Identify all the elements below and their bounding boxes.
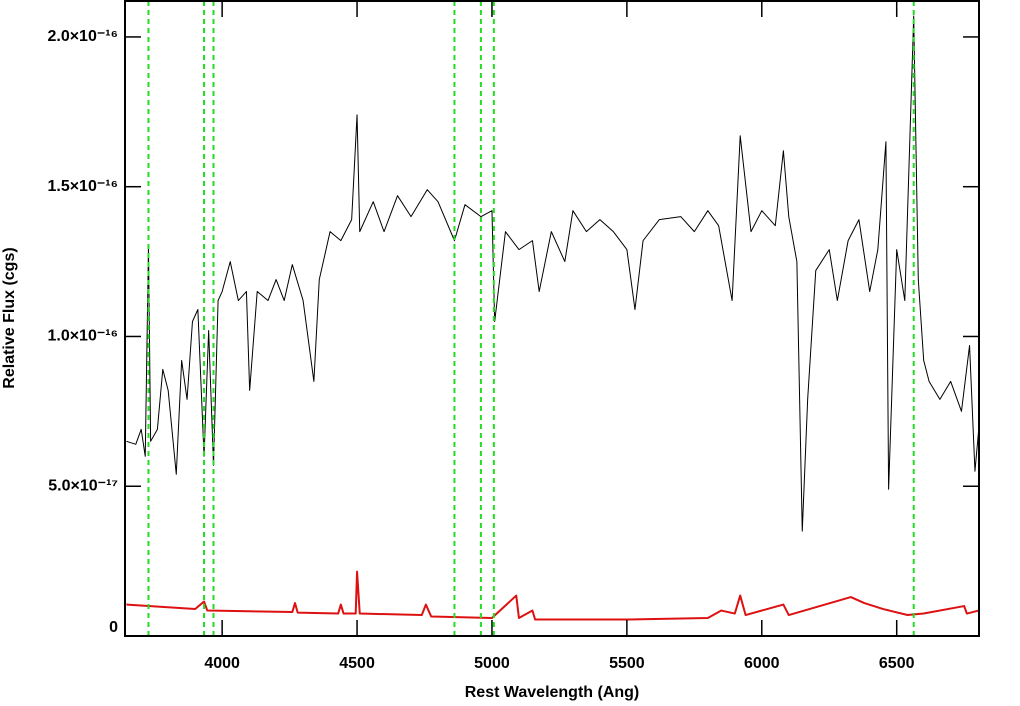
spectrum-line — [126, 15, 980, 532]
spectrum-line — [126, 570, 979, 621]
x-tick-label: 4000 — [204, 655, 240, 672]
x-tick-label: 6500 — [879, 655, 915, 672]
y-tick-label: 5.0×10⁻¹⁷ — [48, 477, 118, 494]
x-tick-label: 4500 — [339, 655, 375, 672]
y-tick-label: 0 — [109, 619, 118, 636]
x-tick-label: 5500 — [609, 655, 645, 672]
y-tick-label: 2.0×10⁻¹⁶ — [47, 28, 118, 45]
plot-frame — [124, 0, 980, 637]
y-axis-label: Relative Flux (cgs) — [1, 247, 18, 388]
y-tick-label: 1.0×10⁻¹⁶ — [47, 328, 118, 345]
x-tick-label: 5000 — [474, 655, 510, 672]
x-axis-label: Rest Wavelength (Ang) — [465, 684, 640, 701]
x-tick-label: 6000 — [744, 655, 780, 672]
y-tick-label: 1.5×10⁻¹⁶ — [47, 178, 118, 195]
